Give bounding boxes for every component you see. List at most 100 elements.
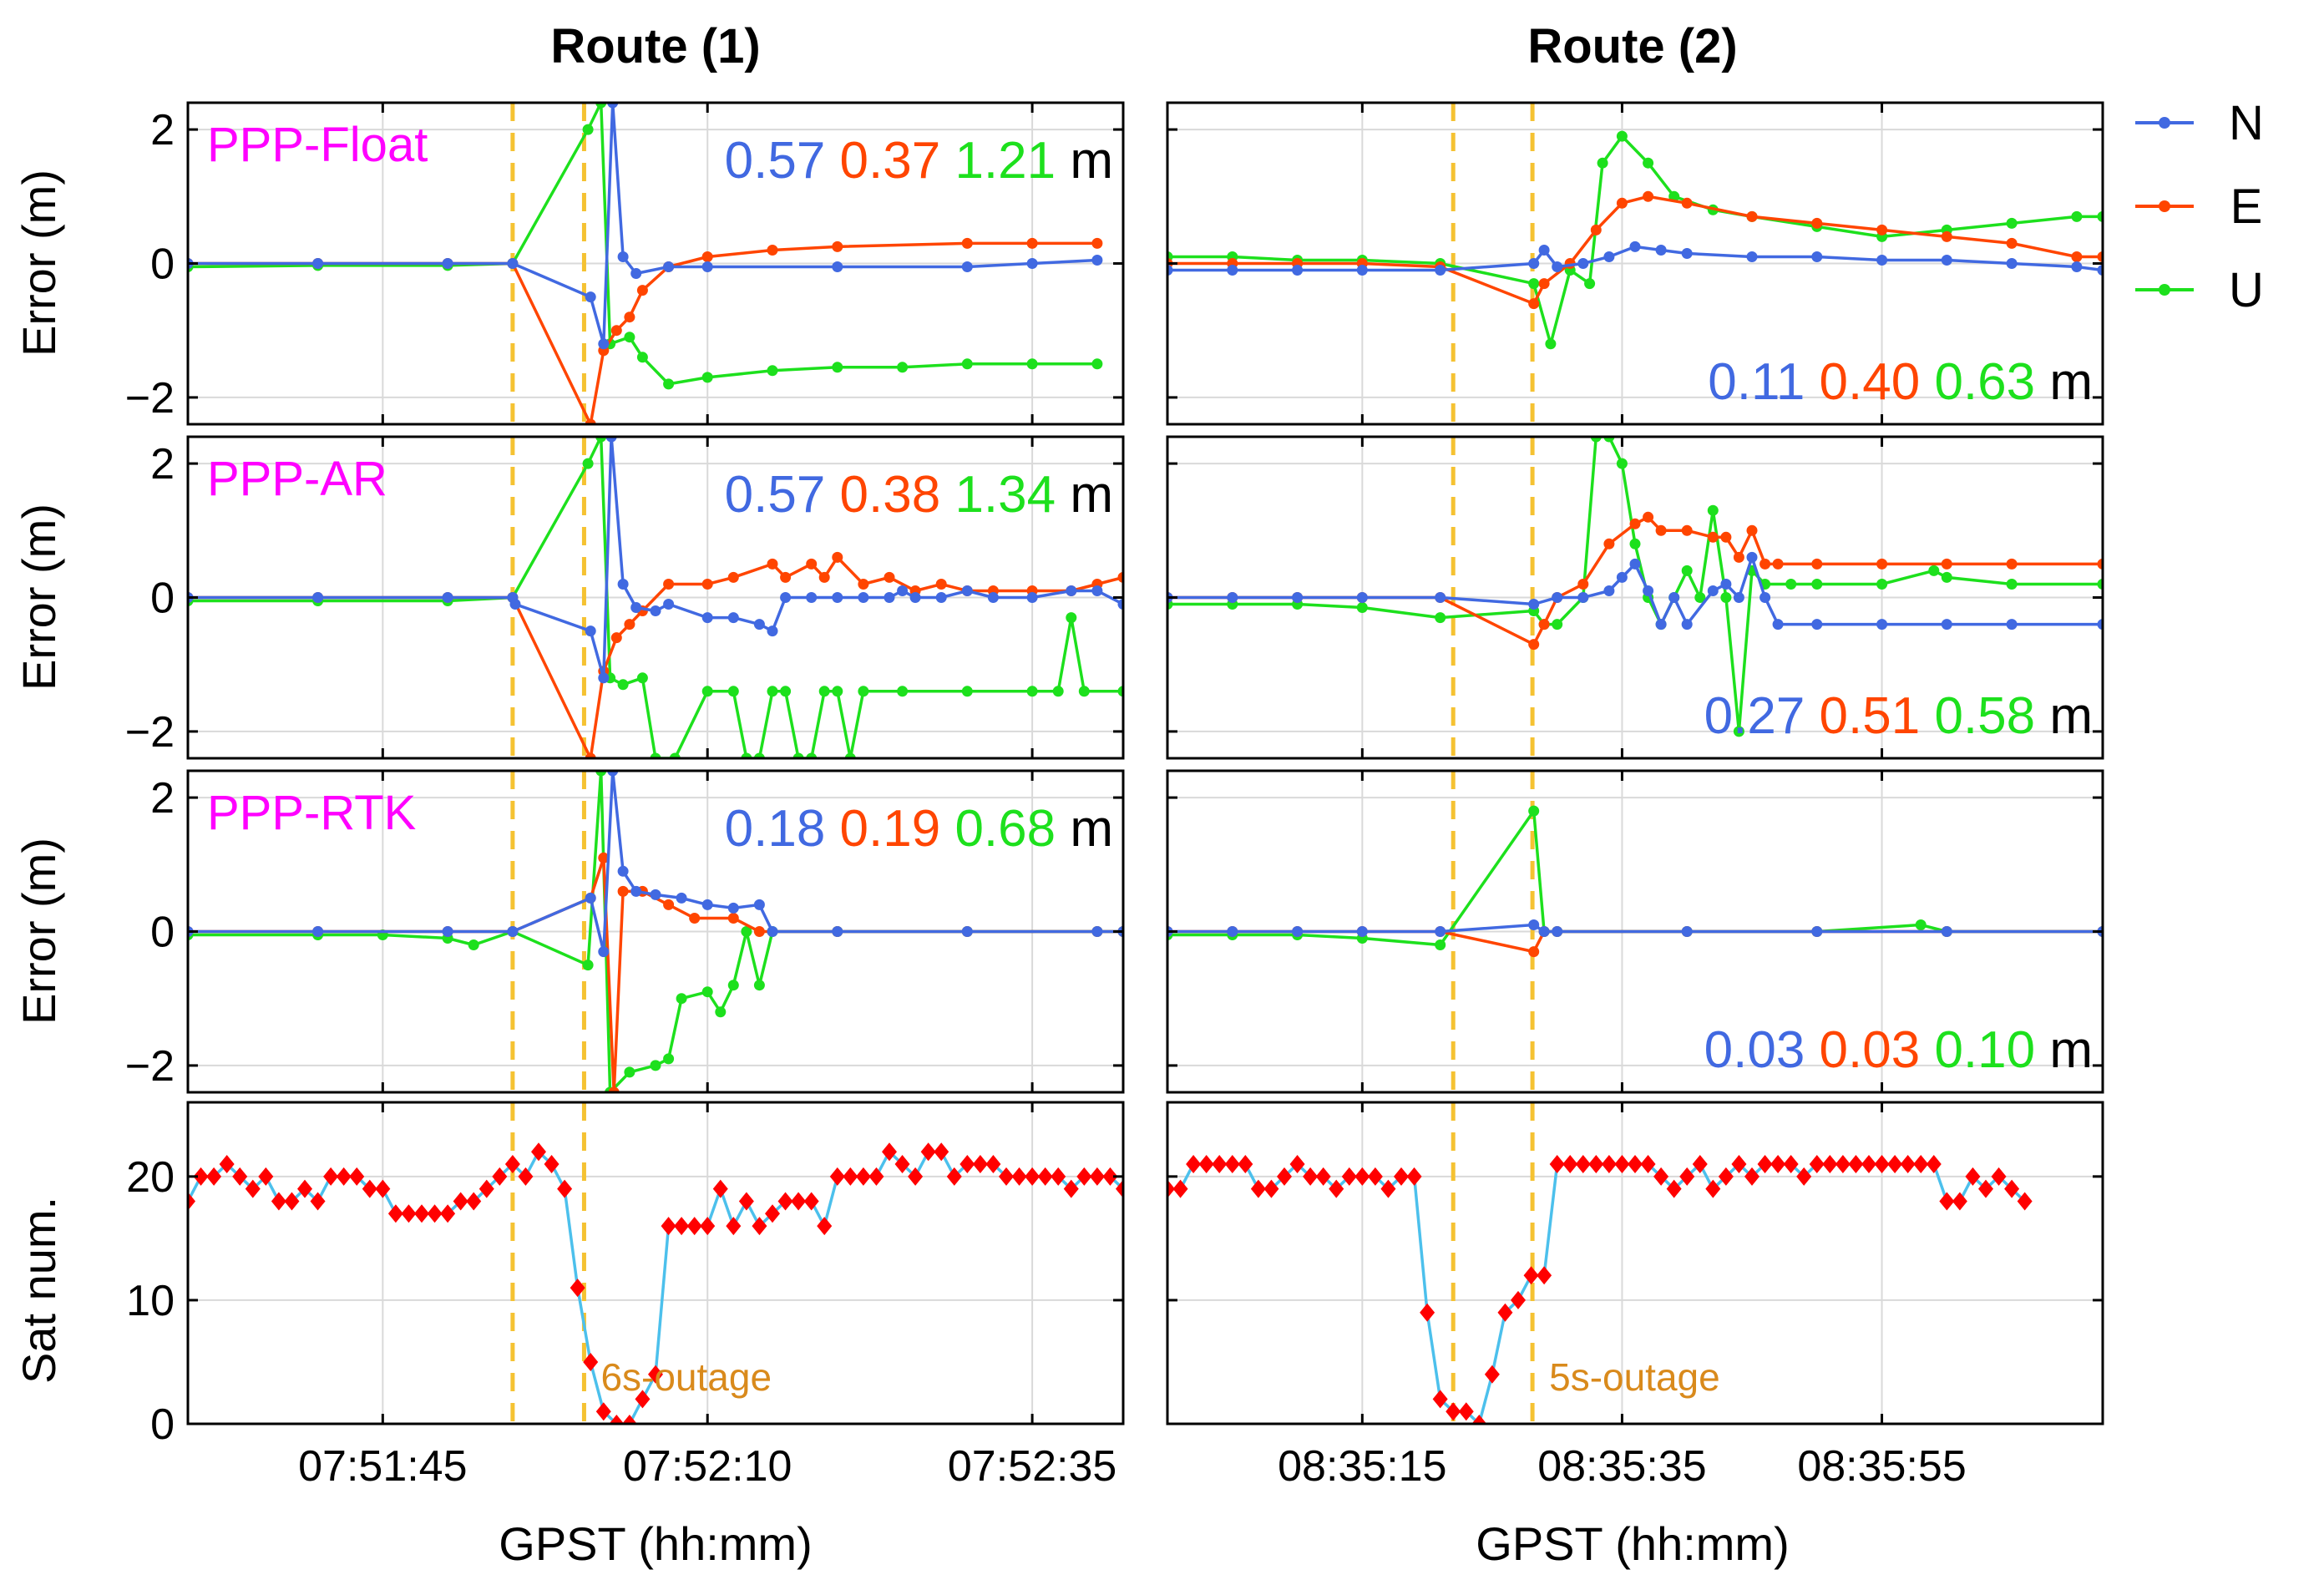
point-E-r1-p2-9 bbox=[663, 579, 675, 590]
point-U-r2-p1-20 bbox=[2097, 210, 2103, 222]
point-U-r2-p2-12 bbox=[1629, 538, 1641, 549]
panel-r2-p3: 0.03 0.03 0.10 m bbox=[1166, 769, 2104, 1094]
point-N-r2-p3-1 bbox=[1227, 926, 1238, 937]
mode-label-r1-p3: PPP-RTK bbox=[207, 786, 417, 840]
point-E-r1-p2-26 bbox=[1117, 571, 1123, 583]
point-N-r1-p2-19 bbox=[858, 592, 869, 603]
point-E-r2-p2-20 bbox=[1811, 558, 1823, 570]
sat-point-r1-p4-17 bbox=[401, 1204, 417, 1223]
point-N-r2-p1-7 bbox=[1552, 261, 1563, 272]
sat-point-r2-p4-41 bbox=[1692, 1155, 1708, 1174]
frame-r1-p4 bbox=[186, 1101, 1125, 1425]
point-N-r1-p1-9 bbox=[663, 261, 675, 272]
point-N-r2-p2-23 bbox=[1941, 619, 1952, 630]
plot-area-r2-p1 bbox=[1167, 130, 2103, 350]
rms-E-r1-p1: 0.37 bbox=[840, 132, 955, 190]
point-U-r1-p2-16 bbox=[780, 686, 792, 697]
rms-U-r2-p3: 0.10 bbox=[1934, 1021, 2049, 1079]
point-N-r1-p3-17 bbox=[1091, 926, 1103, 937]
legend-label-e: E bbox=[2230, 180, 2263, 234]
ytick-label-r1-p3-2: −2 bbox=[125, 1042, 175, 1091]
ylabel-row-1: Error (m) bbox=[13, 170, 65, 357]
ytick-label-r1-p1-0: 2 bbox=[150, 106, 175, 154]
plot-area-r1-p1 bbox=[188, 103, 1103, 424]
legend-marker-n bbox=[2159, 117, 2170, 129]
point-N-r1-p2-6 bbox=[598, 672, 610, 684]
point-U-r1-p3-17 bbox=[753, 980, 765, 991]
point-E-r2-p1-6 bbox=[1538, 278, 1550, 290]
point-E-r2-p1-12 bbox=[1746, 210, 1758, 222]
point-E-r1-p1-4 bbox=[585, 418, 596, 424]
point-N-r1-p2-16 bbox=[780, 592, 792, 603]
point-N-r1-p1-1 bbox=[312, 258, 324, 269]
point-E-r1-p3-9 bbox=[663, 899, 675, 910]
sat-point-r1-p4-16 bbox=[387, 1204, 403, 1223]
ytick-label-r1-p1-1: 0 bbox=[150, 241, 175, 289]
point-U-r2-p1-19 bbox=[2071, 210, 2083, 222]
point-U-r1-p1-14 bbox=[961, 358, 973, 370]
sat-point-r1-p4-32 bbox=[595, 1402, 611, 1421]
sat-point-r1-p4-4 bbox=[232, 1167, 248, 1186]
point-U-r1-p3-15 bbox=[727, 980, 739, 991]
xtick-label-r2-p4-2: 08:35:55 bbox=[1797, 1442, 1966, 1491]
sat-point-r1-p4-34 bbox=[621, 1415, 637, 1424]
point-U-r1-p1-15 bbox=[1026, 358, 1038, 370]
sat-point-r2-p4-10 bbox=[1289, 1155, 1305, 1174]
point-U-r1-p2-12 bbox=[727, 686, 739, 697]
sat-point-r1-p4-38 bbox=[674, 1217, 690, 1236]
sat-point-r1-p4-61 bbox=[972, 1155, 988, 1174]
sat-point-r1-p4-23 bbox=[478, 1179, 494, 1198]
xtick-label-r1-p4-1: 07:52:10 bbox=[623, 1442, 792, 1491]
sat-point-r2-p4-44 bbox=[1731, 1155, 1747, 1174]
point-N-r1-p2-8 bbox=[617, 579, 629, 590]
sat-point-r2-p4-46 bbox=[1757, 1155, 1773, 1174]
sat-point-r1-p4-7 bbox=[271, 1192, 286, 1211]
point-E-r1-p2-13 bbox=[780, 571, 792, 583]
sat-point-r2-p4-5 bbox=[1224, 1155, 1240, 1174]
sat-point-r1-p4-26 bbox=[518, 1167, 534, 1186]
rms-text-r1-p1: 0.57 0.37 1.21 m bbox=[725, 132, 1113, 190]
point-N-r2-p1-13 bbox=[1746, 251, 1758, 262]
rms-text-r2-p2: 0.27 0.51 0.58 m bbox=[1704, 687, 2093, 745]
sat-point-r2-p4-32 bbox=[1575, 1155, 1591, 1174]
point-N-r2-p3-4 bbox=[1435, 926, 1446, 937]
point-U-r1-p2-27 bbox=[1066, 612, 1077, 624]
sat-point-r2-p4-13 bbox=[1329, 1179, 1344, 1198]
sat-point-r2-p4-4 bbox=[1212, 1155, 1228, 1174]
sat-point-r2-p4-55 bbox=[1874, 1155, 1890, 1174]
xlabel-route-1: GPST (hh:mm) bbox=[499, 1517, 812, 1570]
rms-N-r1-p3: 0.18 bbox=[725, 800, 840, 858]
point-N-r1-p1-7 bbox=[617, 251, 629, 262]
point-U-r1-p2-21 bbox=[844, 752, 856, 758]
point-U-r2-p2-20 bbox=[1733, 726, 1744, 737]
sat-point-r1-p4-46 bbox=[777, 1192, 793, 1211]
sat-point-r2-p4-31 bbox=[1562, 1155, 1578, 1174]
point-N-r2-p1-12 bbox=[1681, 248, 1693, 259]
sat-point-r2-p4-40 bbox=[1679, 1167, 1695, 1186]
point-U-r1-p3-6 bbox=[582, 960, 594, 971]
point-E-r2-p2-13 bbox=[1681, 524, 1693, 536]
point-E-r1-p2-20 bbox=[935, 579, 947, 590]
point-E-r2-p2-16 bbox=[1733, 551, 1744, 563]
xtick-label-r1-p4-0: 07:51:45 bbox=[298, 1442, 467, 1491]
point-N-r2-p1-19 bbox=[2097, 265, 2103, 276]
point-N-r2-p3-3 bbox=[1356, 926, 1368, 937]
point-N-r1-p2-26 bbox=[1026, 592, 1038, 603]
point-U-r2-p1-6 bbox=[1545, 338, 1557, 350]
sat-point-r1-p4-21 bbox=[453, 1192, 468, 1211]
plot-area-r2-p3 bbox=[1167, 805, 2103, 958]
sat-point-r2-p4-18 bbox=[1394, 1167, 1409, 1186]
point-U-r1-p2-13 bbox=[741, 752, 752, 758]
point-E-r2-p2-23 bbox=[2006, 558, 2018, 570]
point-N-r1-p2-28 bbox=[1091, 585, 1103, 596]
point-E-r1-p2-16 bbox=[832, 551, 843, 563]
point-E-r2-p1-18 bbox=[2097, 251, 2103, 262]
point-N-r1-p1-2 bbox=[442, 258, 453, 269]
point-E-r2-p1-8 bbox=[1590, 224, 1602, 235]
point-E-r1-p1-7 bbox=[624, 311, 635, 323]
ylabel-row-2: Error (m) bbox=[13, 504, 65, 691]
point-N-r1-p3-6 bbox=[607, 771, 619, 777]
sat-point-r2-p4-26 bbox=[1497, 1303, 1513, 1322]
point-N-r2-p1-11 bbox=[1655, 245, 1667, 256]
